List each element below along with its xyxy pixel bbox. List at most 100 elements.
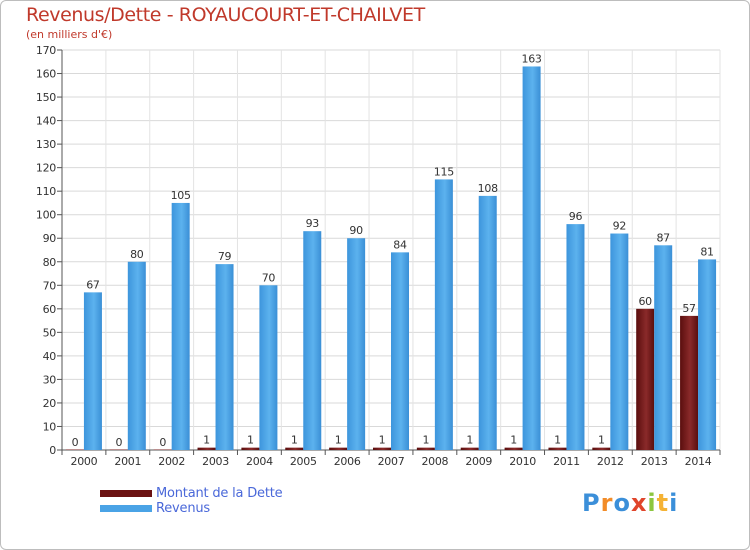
data-label-revenus-2011: 96 <box>569 210 583 223</box>
data-label-dette-2012: 1 <box>598 434 605 447</box>
bar-dette-2000 <box>65 449 84 450</box>
data-label-revenus-2003: 79 <box>218 250 232 263</box>
x-tick-label: 2006 <box>334 455 361 468</box>
bar-revenus-2013 <box>654 245 673 450</box>
bar-revenus-2002 <box>171 202 190 450</box>
bar-dette-2010 <box>504 447 523 450</box>
logo-letter: t <box>656 489 670 517</box>
bar-revenus-2005 <box>303 231 322 450</box>
data-label-revenus-2002: 105 <box>171 189 191 202</box>
x-tick-label: 2013 <box>641 455 668 468</box>
x-tick-label: 2008 <box>421 455 448 468</box>
bar-dette-2011 <box>548 447 567 450</box>
data-label-dette-2003: 1 <box>203 434 210 447</box>
bar-dette-2014 <box>680 315 699 450</box>
bar-revenus-2003 <box>215 264 234 450</box>
data-label-revenus-2008: 115 <box>434 165 454 178</box>
y-tick-label: 170 <box>36 44 56 57</box>
bar-revenus-2014 <box>698 259 717 450</box>
y-tick-label: 60 <box>43 303 57 316</box>
bar-revenus-2009 <box>478 195 497 450</box>
y-tick-label: 50 <box>43 326 57 339</box>
x-tick-label: 2009 <box>465 455 492 468</box>
data-label-revenus-2009: 108 <box>478 182 498 195</box>
bars <box>65 66 717 451</box>
bar-dette-2002 <box>153 449 172 450</box>
data-label-revenus-2012: 92 <box>613 220 626 233</box>
x-tick-label: 2002 <box>158 455 185 468</box>
bar-dette-2009 <box>460 447 479 450</box>
bar-revenus-2012 <box>610 233 629 450</box>
y-tick-label: 90 <box>43 232 57 245</box>
legend-swatch-dette <box>100 490 152 497</box>
x-tick-label: 2014 <box>685 455 712 468</box>
data-labels: 0 67 0 80 0 105 1 79 1 70 1 93 1 90 1 84 1 115 1 108 1 163 1 96… <box>72 52 714 449</box>
data-label-dette-2005: 1 <box>291 434 298 447</box>
legend-swatch-revenus <box>100 505 152 512</box>
y-tick-label: 100 <box>36 209 56 222</box>
chart-title: Revenus/Dette - ROYAUCOURT-ET-CHAILVET <box>26 4 425 26</box>
bar-revenus-2006 <box>347 238 366 450</box>
data-label-revenus-2004: 70 <box>262 271 276 284</box>
x-tick-label: 2005 <box>290 455 317 468</box>
bar-dette-2013 <box>636 308 655 450</box>
x-tick-label: 2012 <box>597 455 624 468</box>
x-tick-label: 2000 <box>71 455 98 468</box>
data-label-dette-2008: 1 <box>423 434 430 447</box>
data-label-revenus-2007: 84 <box>393 238 407 251</box>
bar-revenus-2000 <box>83 292 102 450</box>
y-tick-label: 160 <box>36 68 56 81</box>
data-label-revenus-2001: 80 <box>130 248 144 261</box>
data-label-dette-2004: 1 <box>247 434 254 447</box>
data-label-revenus-2014: 81 <box>700 245 713 258</box>
bar-revenus-2011 <box>566 224 585 450</box>
y-tick-label: 10 <box>43 420 57 433</box>
y-tick-label: 0 <box>49 444 56 457</box>
legend-label-dette: Montant de la Dette <box>156 486 283 501</box>
logo-letter: o <box>613 489 631 517</box>
y-tick-label: 20 <box>43 397 57 410</box>
logo-letter: i <box>647 489 657 517</box>
bar-dette-2008 <box>416 447 435 450</box>
data-label-dette-2002: 0 <box>159 436 166 449</box>
logo-letter: x <box>630 489 648 517</box>
x-tick-label: 2010 <box>509 455 536 468</box>
data-label-dette-2001: 0 <box>115 436 122 449</box>
y-tick-label: 70 <box>43 279 57 292</box>
legend-label-revenus: Revenus <box>156 501 210 516</box>
bar-dette-2007 <box>373 447 391 450</box>
x-tick-label: 2003 <box>202 455 229 468</box>
x-tick-label: 2011 <box>553 455 580 468</box>
data-label-dette-2007: 1 <box>379 434 386 447</box>
logo-letter: r <box>600 489 614 517</box>
y-tick-label: 110 <box>36 185 56 198</box>
x-tick-label: 2001 <box>114 455 141 468</box>
bar-dette-2004 <box>241 447 260 450</box>
data-label-dette-2009: 1 <box>466 434 473 447</box>
y-tick-label: 30 <box>43 373 57 386</box>
y-tick-label: 140 <box>36 115 56 128</box>
data-label-dette-2006: 1 <box>335 434 342 447</box>
logo-letter: P <box>582 489 601 517</box>
data-label-revenus-2005: 93 <box>306 217 320 230</box>
y-tick-label: 120 <box>36 162 56 175</box>
data-label-dette-2011: 1 <box>554 434 561 447</box>
bar-dette-2001 <box>109 449 128 450</box>
y-tick-label: 150 <box>36 91 56 104</box>
y-tick-label: 40 <box>43 350 57 363</box>
data-label-dette-2013: 60 <box>638 295 652 308</box>
x-tick-label: 2007 <box>378 455 405 468</box>
data-label-revenus-2000: 67 <box>86 278 100 291</box>
y-tick-label: 80 <box>43 256 57 269</box>
bar-dette-2006 <box>329 447 348 450</box>
proxiti-logo: Proxiti <box>582 489 678 517</box>
data-label-dette-2000: 0 <box>72 436 79 449</box>
bar-revenus-2008 <box>434 179 453 451</box>
data-label-revenus-2006: 90 <box>349 224 363 237</box>
chart-subtitle: (en milliers d'€) <box>26 28 113 41</box>
bar-revenus-2007 <box>391 252 409 450</box>
data-label-revenus-2013: 87 <box>656 231 670 244</box>
bar-revenus-2004 <box>259 285 278 450</box>
x-tick-label: 2004 <box>246 455 273 468</box>
